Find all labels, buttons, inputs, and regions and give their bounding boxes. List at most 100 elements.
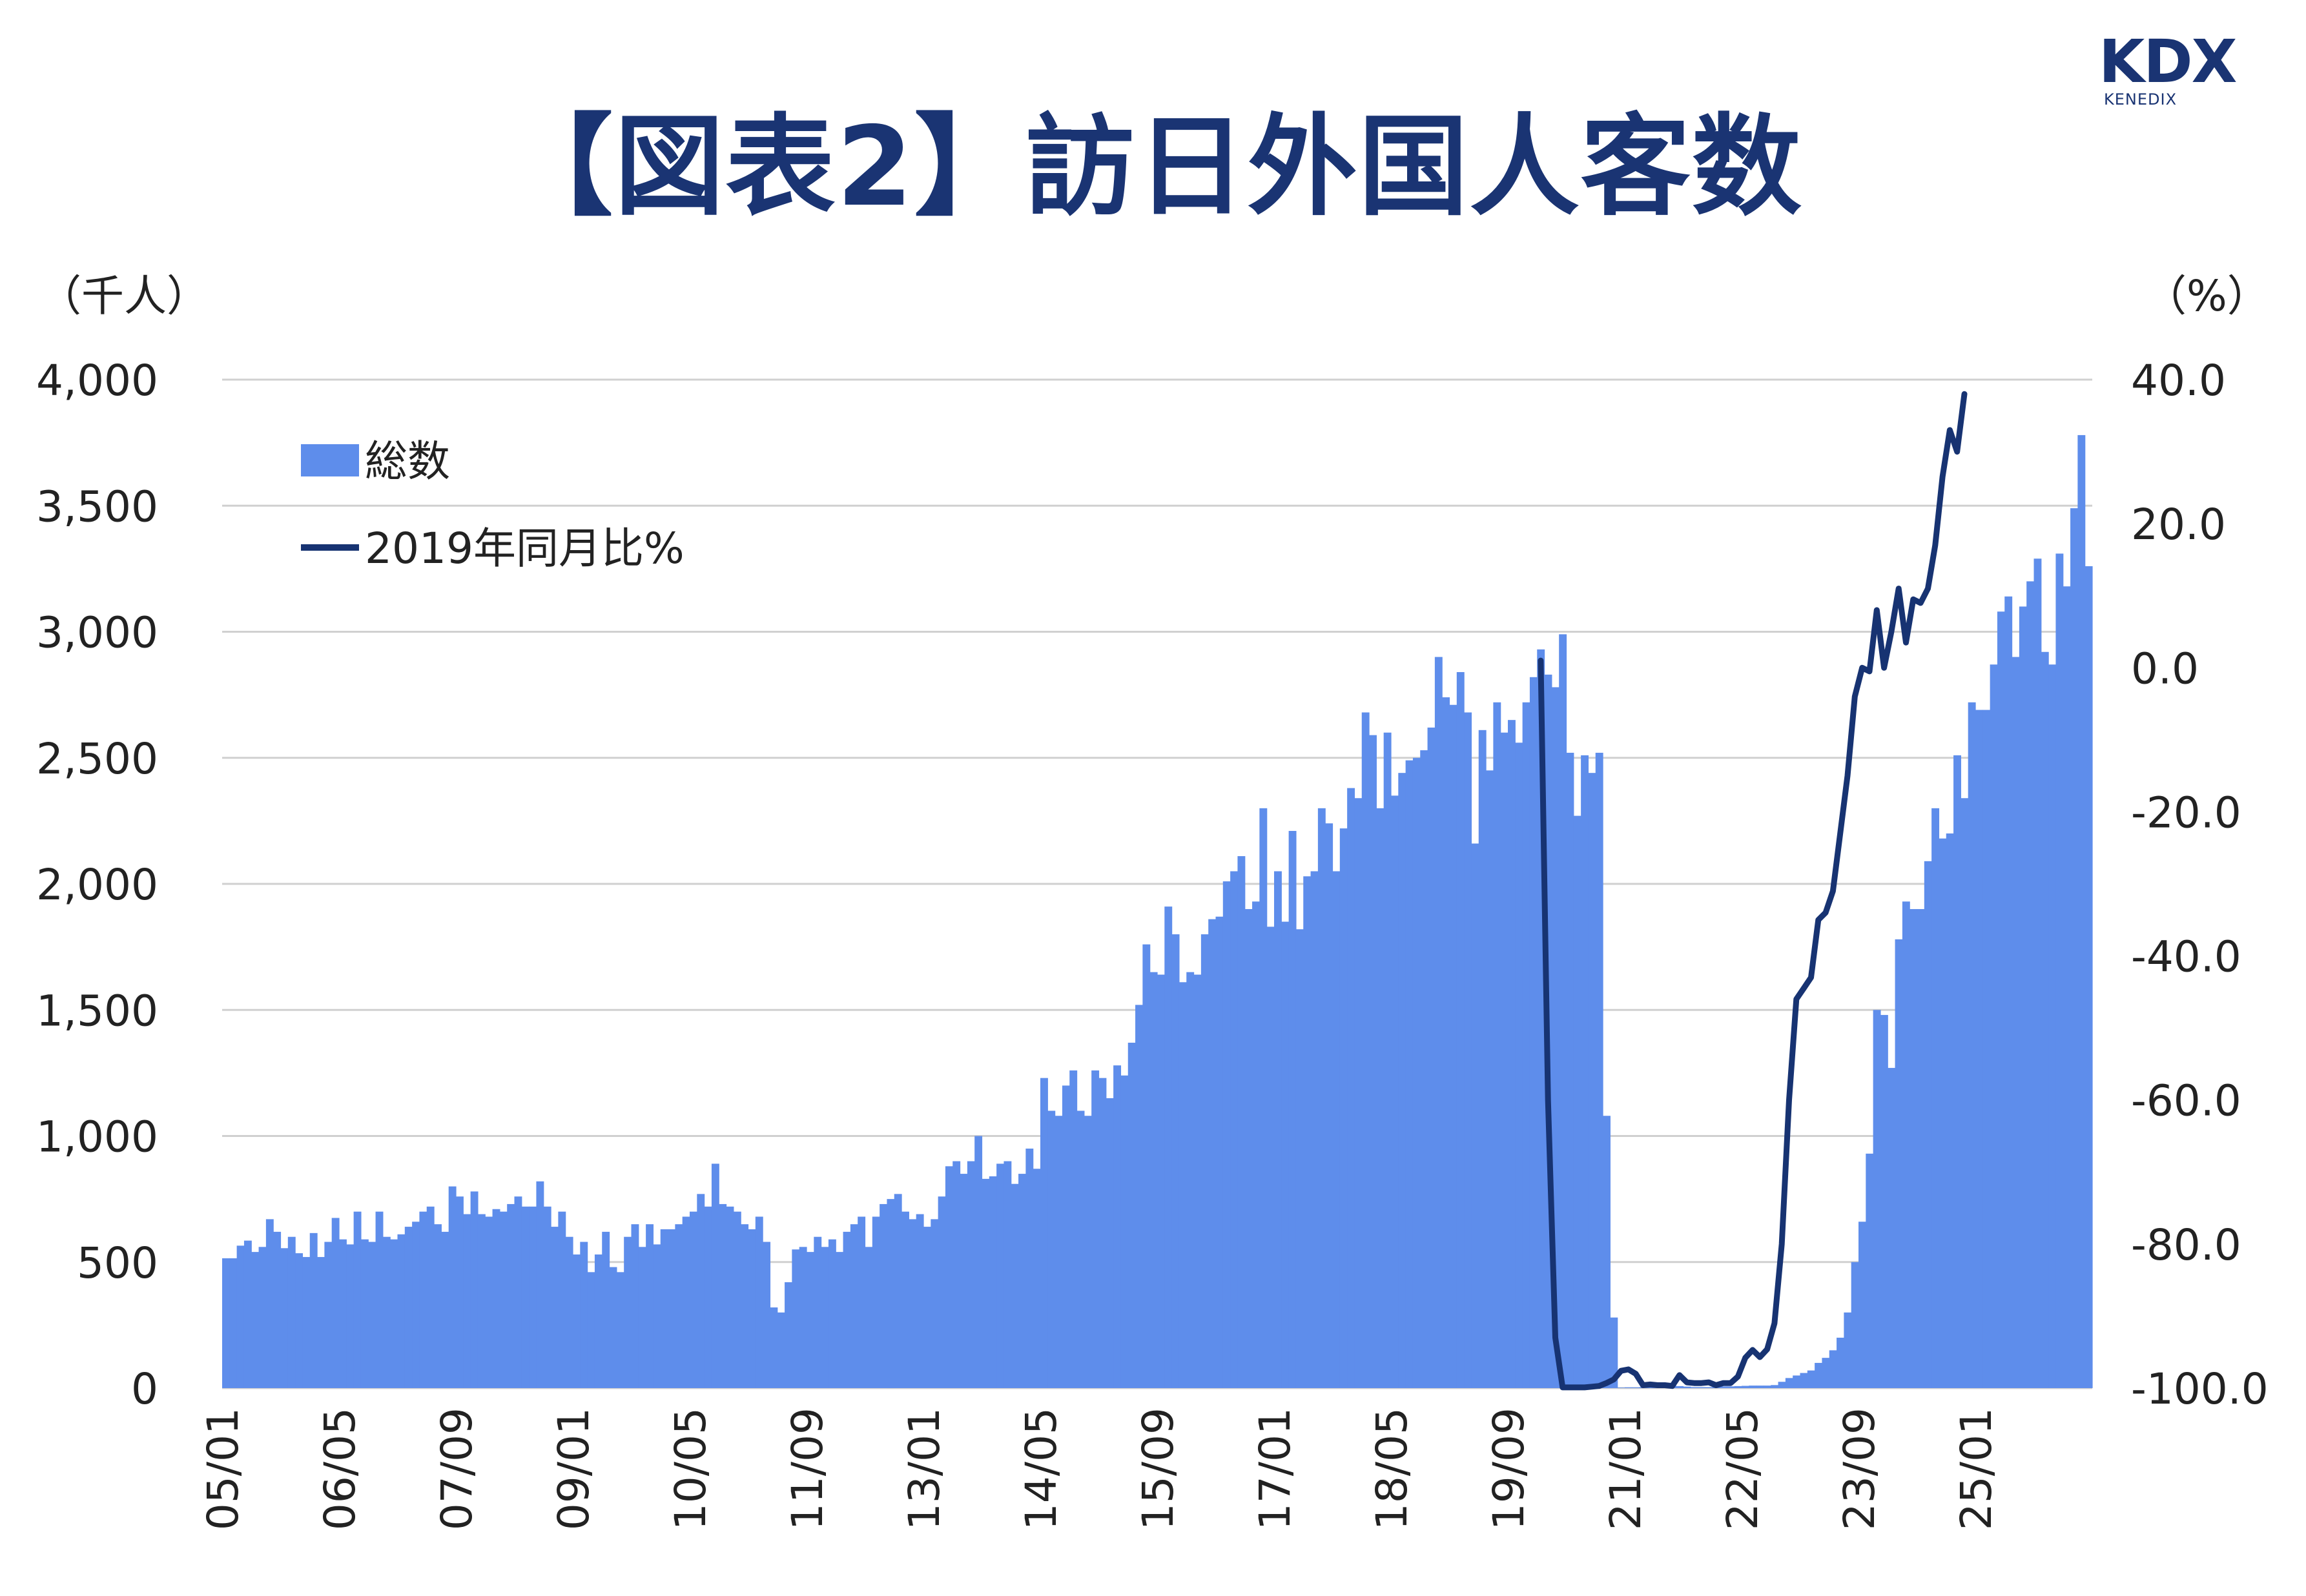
bar (1069, 1070, 1078, 1388)
bar (1295, 929, 1304, 1388)
bar (1953, 755, 1961, 1388)
bar (1625, 1387, 1632, 1388)
bar (799, 1247, 807, 1388)
bar (748, 1229, 756, 1388)
bar (1500, 732, 1508, 1388)
bar (243, 1240, 252, 1388)
bar (996, 1163, 1005, 1388)
bar (1676, 1386, 1684, 1388)
bar (901, 1211, 909, 1388)
bar (426, 1206, 435, 1388)
bar (1076, 1110, 1085, 1388)
bar (1084, 1116, 1092, 1388)
bar (1559, 634, 1567, 1388)
bar (682, 1216, 690, 1388)
bar (1617, 1387, 1625, 1388)
bar (2026, 581, 2035, 1388)
bar (602, 1231, 610, 1388)
bar (711, 1163, 719, 1388)
bar (1179, 982, 1187, 1388)
right-axis-tick-label: 20.0 (2131, 500, 2226, 549)
right-axis-tick-label: -60.0 (2131, 1076, 2241, 1126)
bar (1866, 1153, 1874, 1388)
bar (1690, 1387, 1698, 1388)
bar (1369, 735, 1377, 1388)
bar (1186, 972, 1195, 1388)
bar (1025, 1149, 1034, 1388)
bar (324, 1242, 333, 1388)
left-axis-tick-label: 500 (77, 1238, 158, 1288)
bar (412, 1222, 420, 1388)
bar (1698, 1387, 1706, 1388)
bar (1427, 727, 1436, 1388)
bar (938, 1196, 946, 1388)
bar (616, 1272, 624, 1388)
right-axis-unit: （%） (2144, 271, 2270, 321)
bar (2041, 651, 2049, 1388)
bar (719, 1203, 727, 1388)
bar (551, 1227, 559, 1388)
bar (1478, 730, 1487, 1388)
bar (646, 1224, 654, 1388)
bar (499, 1211, 508, 1388)
x-axis-tick-label: 17/01 (1250, 1407, 1300, 1530)
x-axis-tick-label: 22/05 (1718, 1407, 1767, 1530)
bar (675, 1224, 683, 1388)
legend-label-bars: 総数 (365, 436, 450, 486)
bar (1281, 921, 1290, 1388)
bar (1361, 712, 1370, 1388)
bar (1244, 909, 1253, 1388)
bar (887, 1199, 895, 1389)
x-axis-tick-label: 19/09 (1484, 1407, 1534, 1530)
left-axis-tick-label: 2,500 (36, 734, 158, 784)
bar (273, 1231, 282, 1388)
bar (733, 1211, 741, 1388)
bar (894, 1194, 902, 1388)
bar (382, 1236, 391, 1388)
bar (668, 1229, 675, 1388)
bar (690, 1211, 697, 1388)
bar (397, 1234, 406, 1388)
x-axis-tick-label: 21/01 (1601, 1407, 1651, 1530)
bar (923, 1227, 931, 1388)
bar (952, 1161, 961, 1388)
bar (1376, 808, 1385, 1388)
bar (1522, 702, 1530, 1388)
bar (1632, 1387, 1640, 1388)
left-axis-tick-label: 1,500 (36, 986, 158, 1036)
bar (1055, 1116, 1063, 1388)
bar (558, 1211, 566, 1388)
bar (1508, 720, 1516, 1388)
yoy-line (1538, 391, 1968, 1391)
bar (1902, 901, 1910, 1388)
bar (1091, 1070, 1100, 1388)
bar (1215, 916, 1224, 1388)
bar (828, 1239, 836, 1388)
bar (1990, 664, 1998, 1388)
right-axis-tick-label: 40.0 (2131, 356, 2226, 405)
chart-title: 【図表2】訪日外国人客数 (503, 103, 1803, 231)
bar (309, 1233, 318, 1388)
bar (989, 1176, 997, 1388)
legend-label-line: 2019年同月比% (365, 524, 685, 573)
bar (1325, 823, 1333, 1388)
bar (1471, 843, 1479, 1388)
bar (631, 1224, 639, 1388)
bar (463, 1214, 471, 1388)
bar (960, 1174, 968, 1388)
bar (704, 1206, 712, 1388)
bar (1420, 750, 1428, 1388)
bar (697, 1194, 705, 1388)
bar (850, 1224, 858, 1388)
bar (1858, 1222, 1866, 1388)
bar (1837, 1337, 1844, 1388)
bar (2033, 558, 2042, 1388)
bar (807, 1252, 814, 1388)
bar (251, 1252, 260, 1388)
bar (2085, 566, 2093, 1388)
bar (1456, 671, 1465, 1388)
bar (1800, 1373, 1808, 1388)
bar (1237, 856, 1246, 1388)
bar (1529, 677, 1538, 1388)
bar (1720, 1386, 1727, 1388)
